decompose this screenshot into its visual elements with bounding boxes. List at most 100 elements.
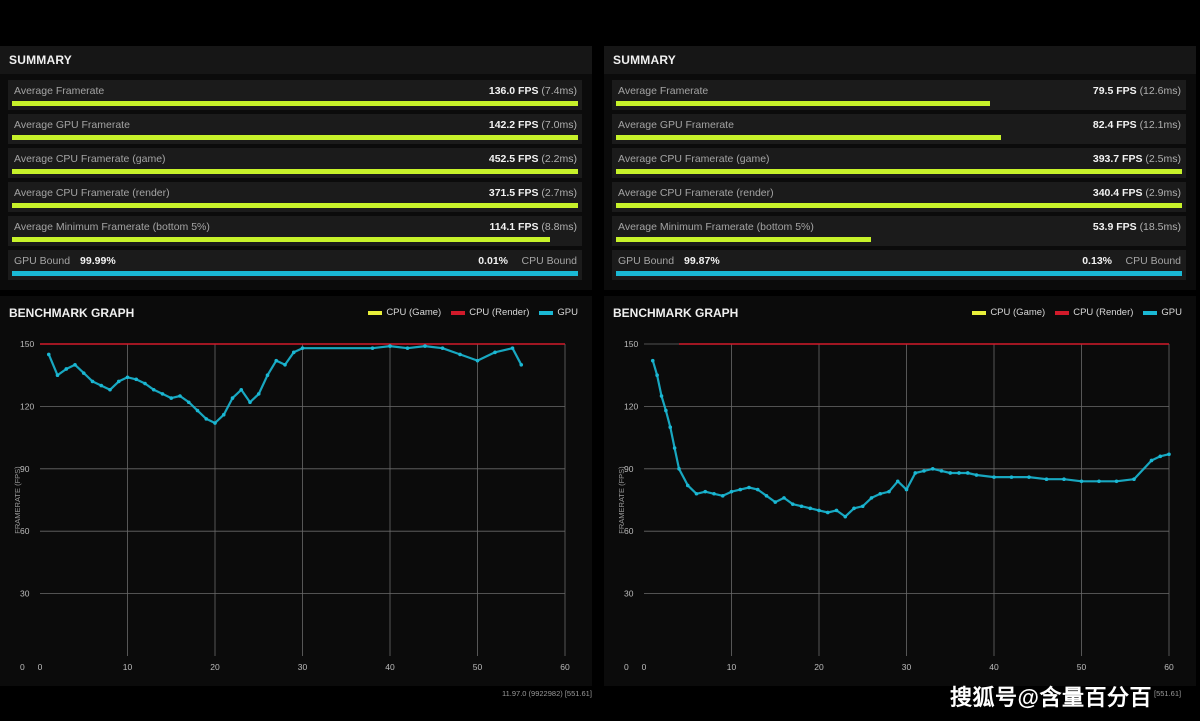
left-graph-title: BENCHMARK GRAPH — [9, 306, 135, 320]
gpu-data-point — [405, 346, 410, 350]
gpu-data-point — [1027, 475, 1031, 479]
stat-bar — [12, 237, 550, 242]
gpu-data-point — [672, 446, 677, 450]
gpu-data-point — [817, 508, 821, 513]
gpu-bound-row: GPU Bound 99.99% 0.01% CPU Bound — [8, 250, 582, 280]
gpu-data-point — [46, 352, 51, 357]
x-tick-label: 30 — [902, 662, 912, 672]
gpu-data-point — [256, 392, 261, 396]
gpu-data-point — [712, 491, 716, 496]
gpu-data-point — [852, 506, 856, 511]
gpu-data-point — [265, 373, 270, 377]
stat-row: Average CPU Framerate (render) 371.5 FPS … — [8, 182, 582, 212]
gpu-data-point — [151, 387, 156, 392]
gpu-data-point — [790, 502, 795, 506]
y-tick-label: 150 — [624, 339, 638, 349]
stat-label: Average Framerate — [14, 85, 105, 97]
gpu-bound-value: 99.87% — [684, 255, 720, 267]
gpu-data-point — [664, 408, 668, 413]
stat-value: 53.9 FPS (18.5ms) — [1092, 221, 1181, 233]
x-tick-label: 40 — [385, 662, 395, 672]
stat-bar — [12, 135, 578, 140]
gpu-data-point — [782, 496, 786, 500]
stat-bar — [616, 135, 1001, 140]
x-tick-label: 30 — [298, 662, 308, 672]
y-tick-label: 0 — [20, 662, 25, 672]
x-tick-label: 10 — [727, 662, 737, 672]
cpu-bound-value: 0.01% — [478, 255, 508, 267]
gpu-data-point — [90, 379, 95, 384]
gpu-data-point — [1097, 479, 1101, 484]
y-axis-title: FRAMERATE (FPS) — [617, 466, 626, 534]
gpu-bound-value: 99.99% — [80, 255, 116, 267]
gpu-data-point — [291, 350, 296, 355]
gpu-data-point — [248, 400, 252, 405]
x-tick-label: 60 — [1164, 662, 1174, 672]
gpu-data-point — [957, 471, 961, 475]
stat-bar — [616, 169, 1182, 174]
gpu-data-point — [808, 506, 813, 511]
y-tick-label: 0 — [624, 662, 629, 672]
left-graph-legend: CPU (Game) CPU (Render) GPU — [368, 307, 578, 318]
stat-bar — [616, 237, 871, 242]
x-tick-label: 20 — [814, 662, 824, 672]
right-summary-panel: SUMMARY Average Framerate 79.5 FPS (12.6m… — [604, 46, 1196, 290]
stat-value: 142.2 FPS (7.0ms) — [488, 119, 577, 131]
y-tick-label: 120 — [20, 401, 34, 411]
gpu-data-point — [370, 346, 375, 350]
x-tick-label: 0 — [38, 662, 43, 672]
y-tick-label: 30 — [20, 589, 30, 599]
stat-bar — [12, 203, 578, 208]
x-tick-label: 20 — [210, 662, 220, 672]
legend-cpu-game: CPU (Game) — [368, 307, 441, 318]
gpu-data-point — [930, 467, 935, 471]
gpu-data-point — [720, 494, 725, 498]
legend-cpu-render: CPU (Render) — [451, 307, 529, 318]
gpu-data-point — [764, 494, 769, 498]
gpu-data-point — [178, 394, 182, 398]
stat-label: Average Framerate — [618, 85, 709, 97]
gpu-data-point — [694, 491, 699, 496]
gpu-data-point — [703, 489, 708, 494]
gpu-data-point — [878, 491, 883, 496]
gpu-data-point — [274, 358, 279, 363]
right-summary-header: SUMMARY — [604, 46, 1196, 74]
gpu-data-point — [860, 504, 865, 509]
stat-label: Average CPU Framerate (render) — [14, 187, 170, 199]
stat-bar — [12, 101, 578, 106]
stat-label: Average CPU Framerate (game) — [14, 153, 166, 165]
left-benchmark-graph: BENCHMARK GRAPH CPU (Game) CPU (Render) … — [0, 296, 592, 686]
left-summary-title: SUMMARY — [9, 53, 72, 67]
x-tick-label: 50 — [473, 662, 483, 672]
gpu-data-point — [99, 383, 104, 388]
stat-label: Average CPU Framerate (render) — [618, 187, 774, 199]
gpu-data-point — [81, 371, 86, 375]
gpu-data-point — [388, 344, 392, 348]
y-tick-label: 120 — [624, 401, 638, 411]
gpu-data-point — [922, 469, 926, 473]
gpu-data-point — [64, 367, 69, 371]
gpu-data-point — [825, 510, 830, 515]
gpu-data-point — [519, 363, 524, 367]
right-benchmark-graph: BENCHMARK GRAPH CPU (Game) CPU (Render) … — [604, 296, 1196, 686]
gpu-bound-bar — [616, 271, 1182, 276]
x-tick-label: 40 — [989, 662, 999, 672]
gpu-data-point — [869, 496, 874, 500]
legend-cpu-render: CPU (Render) — [1055, 307, 1133, 318]
gpu-data-point — [1079, 479, 1084, 484]
x-tick-label: 10 — [123, 662, 133, 672]
right-summary-title: SUMMARY — [613, 53, 676, 67]
stat-row: Average CPU Framerate (game) 452.5 FPS (2… — [8, 148, 582, 178]
gpu-data-point — [221, 412, 226, 417]
gpu-data-point — [685, 483, 690, 488]
gpu-data-point — [186, 400, 191, 405]
left-summary-panel: SUMMARY Average Framerate 136.0 FPS (7.4m… — [0, 46, 592, 290]
gpu-data-point — [213, 421, 217, 425]
gpu-bound-label: GPU Bound — [618, 255, 675, 267]
stat-row: Average Minimum Framerate (bottom 5%) 114… — [8, 216, 582, 246]
gpu-data-point — [1158, 454, 1163, 459]
gpu-data-point — [143, 381, 147, 386]
gpu-data-point — [650, 358, 655, 363]
right-graph-legend: CPU (Game) CPU (Render) GPU — [972, 307, 1182, 318]
right-framerate-chart: 30609012015001020304050600TIME (SEC)FRAM… — [617, 339, 1174, 672]
